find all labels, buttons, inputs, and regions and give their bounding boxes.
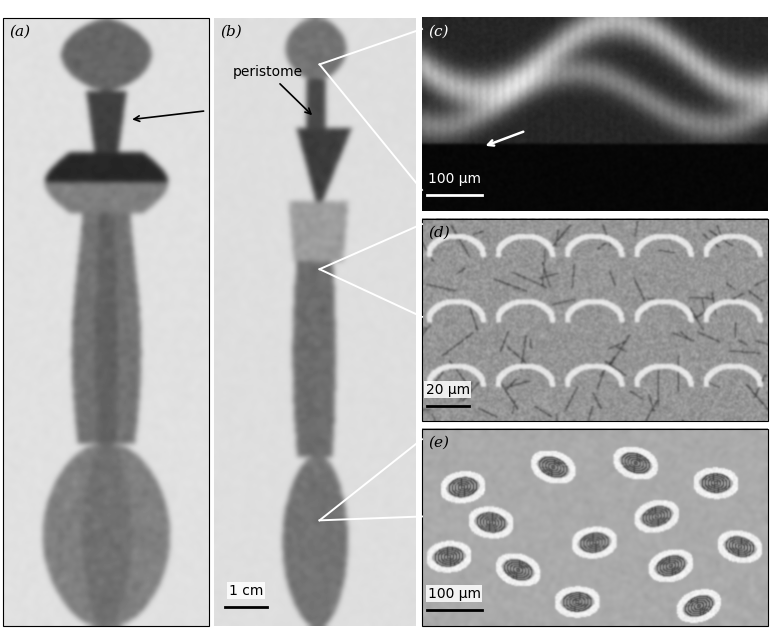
- Text: (b): (b): [220, 24, 242, 39]
- Text: (a): (a): [9, 24, 30, 39]
- Bar: [422, 429, 768, 626]
- Text: (c): (c): [428, 24, 449, 39]
- Text: (d): (d): [428, 225, 450, 240]
- Text: 100 μm: 100 μm: [428, 172, 480, 186]
- Text: 20 μm: 20 μm: [426, 383, 470, 397]
- Text: 100 μm: 100 μm: [428, 587, 480, 601]
- Text: 1 cm: 1 cm: [229, 583, 263, 598]
- Bar: [3, 18, 209, 626]
- Bar: [422, 219, 768, 421]
- Text: (e): (e): [428, 435, 449, 450]
- Text: peristome: peristome: [233, 65, 311, 114]
